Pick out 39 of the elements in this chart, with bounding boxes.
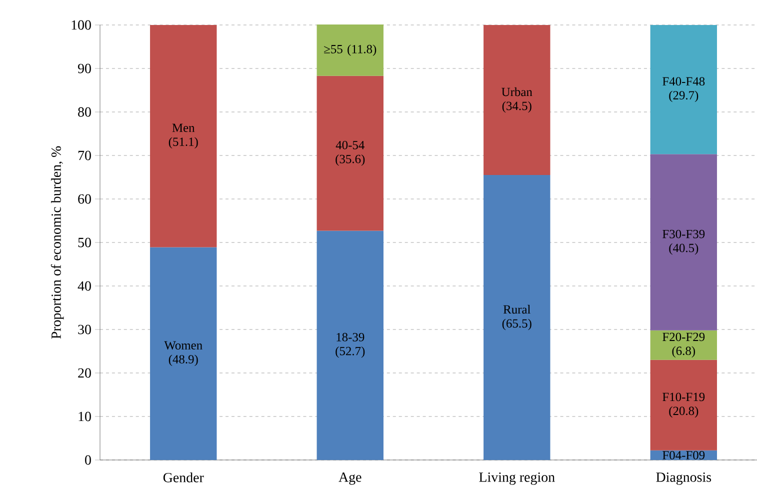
data-label: F40-F48 (29.7) [662, 77, 705, 102]
bar [316, 76, 384, 231]
data-label: Women (48.9) [164, 341, 202, 366]
x-tick-label: Living region [479, 472, 555, 485]
data-label: F30-F39 (40.5) [662, 230, 705, 255]
data-label: Men (51.1) [168, 124, 198, 149]
data-label: F10-F19 (20.8) [662, 392, 705, 418]
bar [150, 247, 217, 460]
data-label: F04-F09 [662, 451, 705, 460]
bar [650, 24, 717, 154]
y-tick-label: 80 [78, 107, 91, 117]
data-label: ≥55 (11.8) [324, 44, 376, 56]
data-label: 18-39 (52.7) [336, 332, 365, 358]
y-tick-label: 10 [78, 412, 91, 422]
y-tick-label: 100 [72, 20, 91, 30]
y-axis-title: Proportion of economic burden, % [50, 146, 64, 339]
bar [484, 24, 550, 176]
bar [316, 24, 384, 76]
y-tick-label: 70 [78, 150, 91, 160]
data-label: Rural (65.5) [502, 304, 532, 330]
data-label: F20-F29 (6.8) [662, 332, 705, 358]
data-label: Urban (34.5) [502, 87, 532, 113]
bar [650, 330, 717, 360]
bar [650, 360, 717, 450]
bar [650, 154, 717, 330]
y-tick-label: 30 [78, 324, 91, 334]
bar [484, 175, 550, 460]
y-tick-label: 60 [78, 194, 91, 204]
bar [150, 24, 217, 248]
y-tick-label: 20 [78, 368, 91, 378]
x-tick-label: Diagnosis [656, 472, 712, 485]
data-label: 40-54 (35.6) [336, 140, 365, 166]
y-tick-label: 40 [78, 281, 91, 291]
y-tick-label: 50 [78, 238, 91, 248]
y-tick-label: 0 [85, 455, 91, 465]
x-tick-label: Gender [163, 472, 204, 482]
bar [316, 230, 384, 460]
x-tick-label: Age [338, 472, 362, 485]
y-tick-label: 90 [78, 64, 91, 74]
